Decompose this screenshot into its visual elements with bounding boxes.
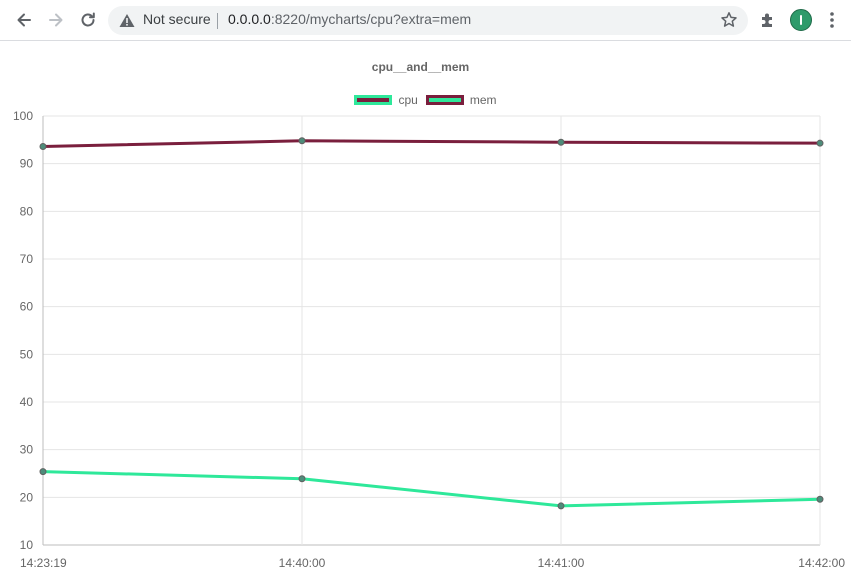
data-point-mem <box>816 495 824 503</box>
back-button[interactable] <box>10 6 38 34</box>
legend-item-cpu[interactable]: cpu <box>354 93 418 107</box>
y-tick-label: 90 <box>20 157 34 171</box>
url-text[interactable]: 0.0.0.0:8220/mycharts/cpu?extra=mem <box>228 11 471 27</box>
warning-icon[interactable] <box>119 13 135 28</box>
puzzle-icon[interactable] <box>758 10 778 30</box>
y-tick-label: 60 <box>20 300 34 314</box>
series-line-mem <box>42 470 821 508</box>
forward-button[interactable] <box>42 6 70 34</box>
x-tick-label: 14:40:00 <box>279 556 326 570</box>
omnibox-divider <box>217 13 218 29</box>
chart-title: cpu__and__mem <box>371 60 470 74</box>
legend-swatch <box>425 95 464 105</box>
forward-icon <box>49 13 63 27</box>
legend-label: cpu <box>398 93 418 107</box>
line-chart: 10 20 30 40 50 60 70 80 90 100 14:23:19 14:40:00 14:… <box>13 109 845 570</box>
series-line-cpu <box>42 139 821 149</box>
x-tick-label: 14:42:00 <box>798 556 845 570</box>
y-tick-label: 100 <box>13 109 33 123</box>
back-icon <box>17 13 31 27</box>
reload-icon <box>81 12 95 27</box>
chart-legend: cpu mem <box>0 92 851 108</box>
y-tick-label: 80 <box>20 204 34 218</box>
star-icon[interactable] <box>720 11 738 29</box>
y-tick-label: 50 <box>20 347 34 361</box>
avatar[interactable] <box>790 9 812 31</box>
data-point-cpu <box>298 137 306 145</box>
x-tick-label: 14:41:00 <box>538 556 585 570</box>
data-point-mem <box>39 468 47 476</box>
legend-item-mem[interactable]: mem <box>425 93 497 107</box>
url-host: 0.0.0.0 <box>228 11 271 27</box>
legend-label: mem <box>469 93 497 107</box>
data-point-cpu <box>39 143 47 151</box>
data-point-mem <box>557 502 565 510</box>
address-bar[interactable]: Not secure 0.0.0.0:8220/mycharts/cpu?ext… <box>108 6 748 35</box>
y-tick-label: 20 <box>20 490 34 504</box>
y-tick-label: 70 <box>20 252 34 266</box>
data-point-cpu <box>557 138 565 146</box>
data-point-cpu <box>816 139 824 147</box>
menu-icon[interactable] <box>822 10 842 30</box>
x-tick-label: 14:23:19 <box>20 556 67 570</box>
chart-container: cpu__and__mem cpu mem 10 20 30 40 50 60 70 80 90 1… <box>0 41 851 586</box>
y-tick-label: 30 <box>20 443 34 457</box>
data-point-mem <box>298 475 306 483</box>
security-label[interactable]: Not secure <box>143 11 211 27</box>
y-tick-label: 40 <box>20 395 34 409</box>
reload-button[interactable] <box>74 6 102 34</box>
browser-toolbar: Not secure 0.0.0.0:8220/mycharts/cpu?ext… <box>0 0 851 41</box>
y-tick-label: 10 <box>20 538 34 552</box>
legend-swatch <box>354 95 393 105</box>
url-path: :8220/mycharts/cpu?extra=mem <box>270 11 472 27</box>
